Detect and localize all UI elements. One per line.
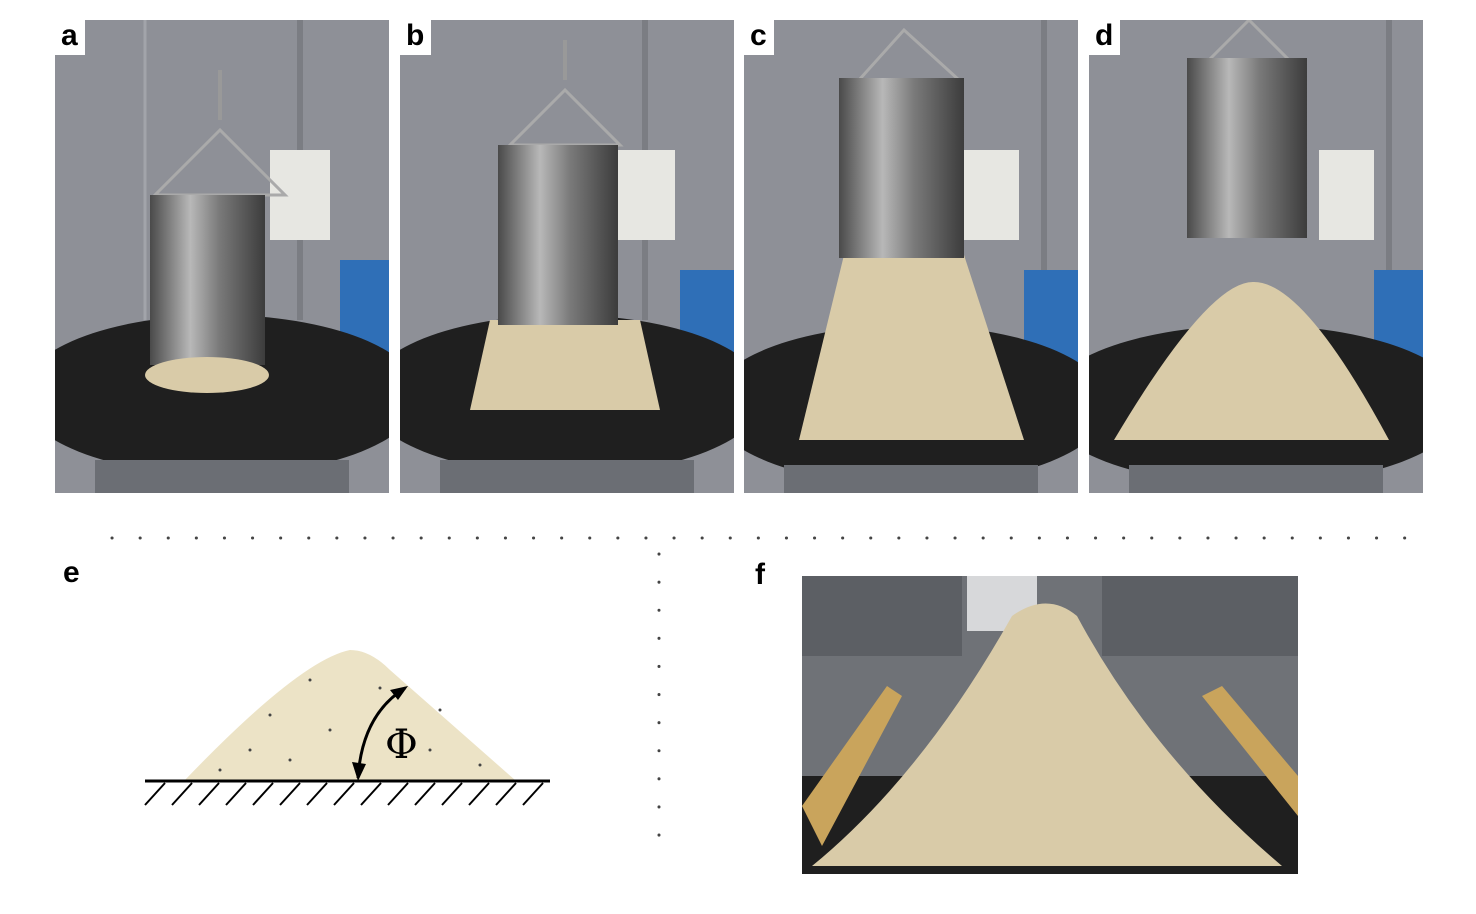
- photo-panel-d: d: [1089, 20, 1423, 493]
- photo-f-image: [802, 576, 1298, 874]
- vertical-dotted-divider: [657, 552, 661, 852]
- pile-shape: [185, 650, 515, 780]
- pile-dots: [218, 678, 482, 772]
- angle-of-repose-diagram: [144, 650, 550, 806]
- panel-label-b: b: [400, 20, 432, 55]
- panel-label-a: a: [55, 20, 85, 55]
- panel-label-c: c: [744, 20, 774, 55]
- photo-c-image: [744, 20, 1078, 493]
- panel-label-d: d: [1089, 20, 1121, 55]
- photo-panel-b: b: [400, 20, 734, 493]
- arrow-head-top: [390, 686, 408, 700]
- photo-panel-a: a: [55, 20, 389, 493]
- photo-panel-c: c: [744, 20, 1078, 493]
- photo-panel-f: [802, 576, 1298, 874]
- phi-symbol: Φ: [385, 722, 418, 768]
- panel-label-e: e: [63, 556, 80, 589]
- ground-hatching: [144, 782, 544, 806]
- photo-a-image: [55, 20, 389, 493]
- horizontal-dotted-divider: [110, 536, 1410, 540]
- photo-d-image: [1089, 20, 1423, 493]
- photo-b-image: [400, 20, 734, 493]
- panel-label-f: f: [755, 558, 765, 591]
- arrow-head-bottom: [352, 762, 366, 781]
